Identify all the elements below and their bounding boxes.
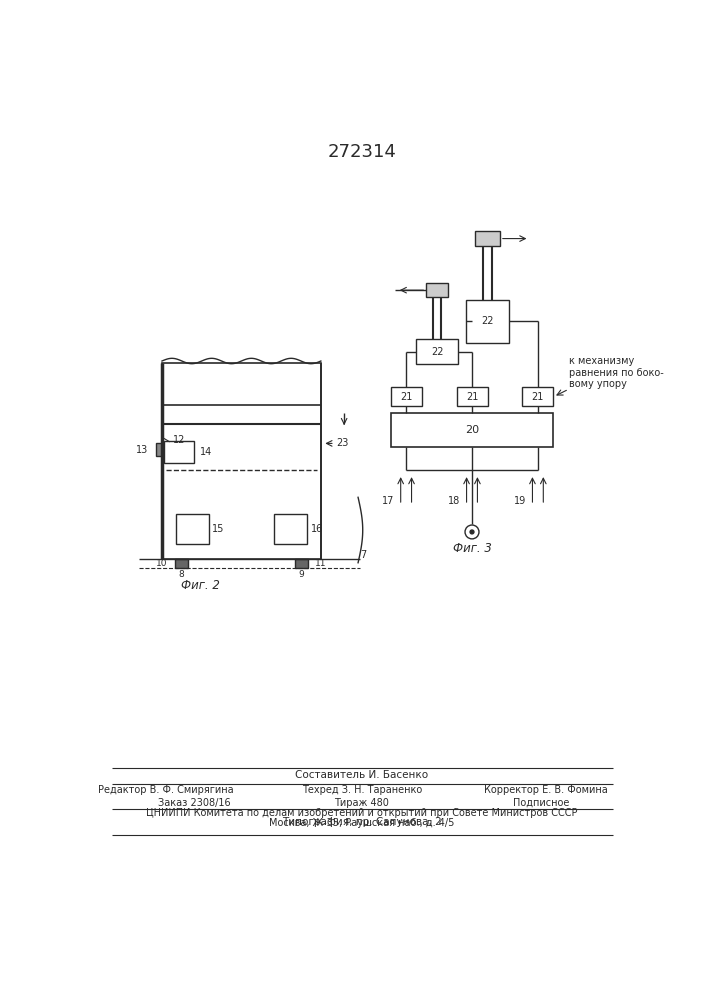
Bar	[426, 283, 448, 297]
Bar	[475, 231, 500, 246]
Text: Фиг. 3: Фиг. 3	[452, 542, 491, 555]
Text: Составитель И. Басенко: Составитель И. Басенко	[296, 770, 428, 780]
Bar	[522, 387, 554, 406]
Bar	[296, 559, 308, 568]
Text: 10: 10	[156, 559, 168, 568]
Text: 19: 19	[514, 496, 526, 506]
Text: к механизму
равнения по боко-
вому упору: к механизму равнения по боко- вому упору	[569, 356, 664, 389]
Text: 21: 21	[466, 392, 478, 402]
Text: 12: 12	[173, 435, 185, 445]
Text: 13: 13	[136, 445, 148, 455]
Text: 21: 21	[400, 392, 412, 402]
Bar	[391, 387, 421, 406]
Circle shape	[470, 530, 474, 534]
Bar	[162, 363, 321, 559]
Text: Заказ 2308/16: Заказ 2308/16	[158, 798, 230, 808]
Text: 8: 8	[178, 570, 185, 579]
Bar	[175, 559, 187, 568]
Text: Москва, Ж-35, Раушская наб., д. 4/5: Москва, Ж-35, Раушская наб., д. 4/5	[269, 818, 455, 828]
Text: Техред З. Н. Тараненко: Техред З. Н. Тараненко	[302, 785, 422, 795]
Text: 16: 16	[311, 524, 323, 534]
Text: 7: 7	[361, 550, 367, 560]
Text: Редактор В. Ф. Смирягина: Редактор В. Ф. Смирягина	[98, 785, 234, 795]
Text: 15: 15	[212, 524, 225, 534]
Bar	[176, 514, 209, 544]
Bar	[416, 339, 458, 364]
Bar	[274, 514, 307, 544]
Bar	[466, 300, 509, 343]
Text: Корректор Е. В. Фомина: Корректор Е. В. Фомина	[484, 785, 607, 795]
Text: 272314: 272314	[327, 143, 397, 161]
Bar	[457, 387, 488, 406]
Text: 14: 14	[200, 447, 212, 457]
Bar	[164, 441, 194, 463]
Text: Типография, пр. Сапунова, 2: Типография, пр. Сапунова, 2	[282, 817, 442, 827]
Text: Подписное: Подписное	[513, 798, 569, 808]
Text: 11: 11	[315, 559, 327, 568]
Text: 9: 9	[298, 570, 305, 579]
Text: 22: 22	[431, 347, 443, 357]
Bar	[156, 443, 162, 456]
Text: 18: 18	[448, 496, 460, 506]
Text: Фиг. 2: Фиг. 2	[181, 579, 220, 592]
Text: 17: 17	[382, 496, 395, 506]
Text: 21: 21	[532, 392, 544, 402]
Text: 23: 23	[337, 438, 349, 448]
Text: ЦНИИПИ Комитета по делам изобретений и открытий при Совете Министров СССР: ЦНИИПИ Комитета по делам изобретений и о…	[146, 808, 578, 818]
Bar	[391, 413, 554, 447]
Text: 22: 22	[481, 316, 493, 326]
Text: Тираж 480: Тираж 480	[334, 798, 390, 808]
Text: 20: 20	[465, 425, 479, 435]
